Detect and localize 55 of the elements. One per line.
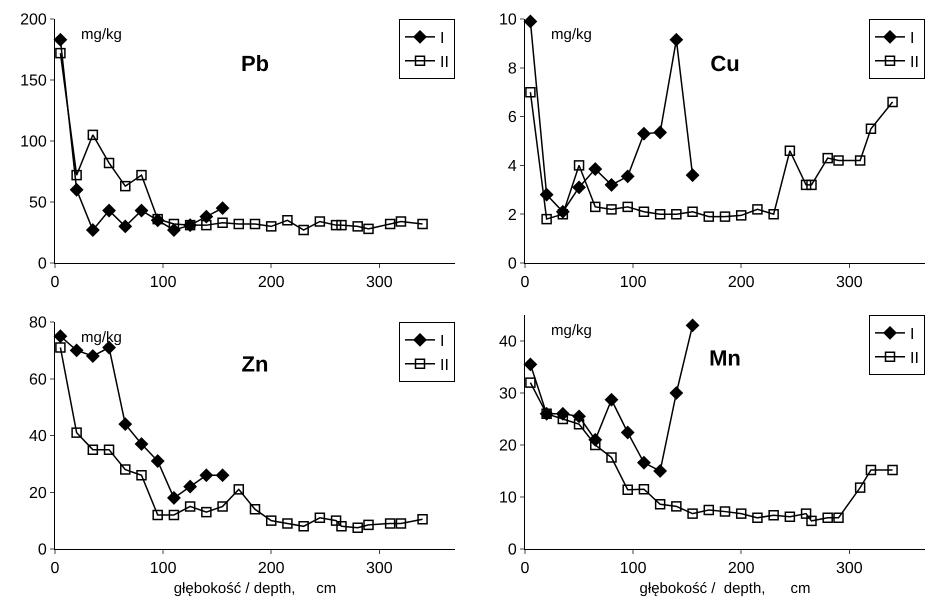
x-tick-label: 100 xyxy=(150,274,177,292)
legend-label: II xyxy=(910,54,919,71)
x-tick-label: 100 xyxy=(620,274,647,292)
y-tick-label: 30 xyxy=(499,386,517,403)
y-tick-label: 20 xyxy=(499,438,517,455)
x-tick-label: 0 xyxy=(520,274,530,292)
y-tick-label: 60 xyxy=(29,371,47,388)
x-tick-label: 0 xyxy=(50,560,60,578)
x-tick-label: 300 xyxy=(366,274,393,292)
text: Zn xyxy=(242,351,268,376)
y-tick-label: 40 xyxy=(29,428,47,446)
x-tick-label: 300 xyxy=(836,274,863,292)
x-tick-label: 100 xyxy=(150,560,177,578)
y-tick-label: 4 xyxy=(508,158,517,175)
y-axis-title: mg/kg xyxy=(551,26,592,43)
y-tick-label: 100 xyxy=(20,134,47,151)
y-tick-label: 50 xyxy=(29,194,47,212)
y-tick-label: 8 xyxy=(508,60,517,78)
x-tick-label: 300 xyxy=(836,560,863,578)
y-tick-label: 0 xyxy=(508,256,517,273)
y-tick-label: 200 xyxy=(20,12,47,29)
legend-label: I xyxy=(910,30,914,48)
legend-label: II xyxy=(910,350,919,367)
x-tick-label: 200 xyxy=(728,560,755,578)
text: Mn xyxy=(709,346,741,370)
y-tick-label: 0 xyxy=(38,542,47,559)
y-tick-label: 0 xyxy=(508,542,517,559)
y-tick-label: 150 xyxy=(20,72,47,90)
x-tick-label: 300 xyxy=(366,560,393,578)
x-axis-title: głębokość / depth, cm xyxy=(640,580,810,598)
x-axis-title: głębokość / depth, cm xyxy=(174,580,336,598)
legend-label: II xyxy=(440,54,449,71)
legend-label: I xyxy=(910,326,914,344)
y-axis-title: mg/kg xyxy=(551,322,592,339)
y-tick-label: 10 xyxy=(499,490,517,507)
x-tick-label: 200 xyxy=(728,274,755,292)
y-tick-label: 0 xyxy=(38,256,47,273)
x-tick-label: 100 xyxy=(620,560,647,578)
x-tick-label: 0 xyxy=(50,274,60,292)
legend-label: I xyxy=(440,333,444,350)
text: Pb xyxy=(240,51,270,76)
y-tick-label: 10 xyxy=(499,12,517,29)
y-axis-title: mg/kg xyxy=(81,329,122,346)
y-tick-label: 2 xyxy=(508,206,517,224)
legend-label: II xyxy=(440,356,449,374)
text: Cu xyxy=(710,51,740,76)
y-axis-title: mg/kg xyxy=(81,26,122,43)
y-tick-label: 20 xyxy=(29,484,47,502)
x-tick-label: 200 xyxy=(258,274,285,292)
x-tick-label: 0 xyxy=(520,560,530,578)
y-tick-label: 40 xyxy=(499,334,517,351)
legend-label: I xyxy=(440,30,444,48)
x-tick-label: 200 xyxy=(258,560,285,578)
y-tick-label: 80 xyxy=(29,314,47,332)
y-tick-label: 6 xyxy=(508,109,517,126)
